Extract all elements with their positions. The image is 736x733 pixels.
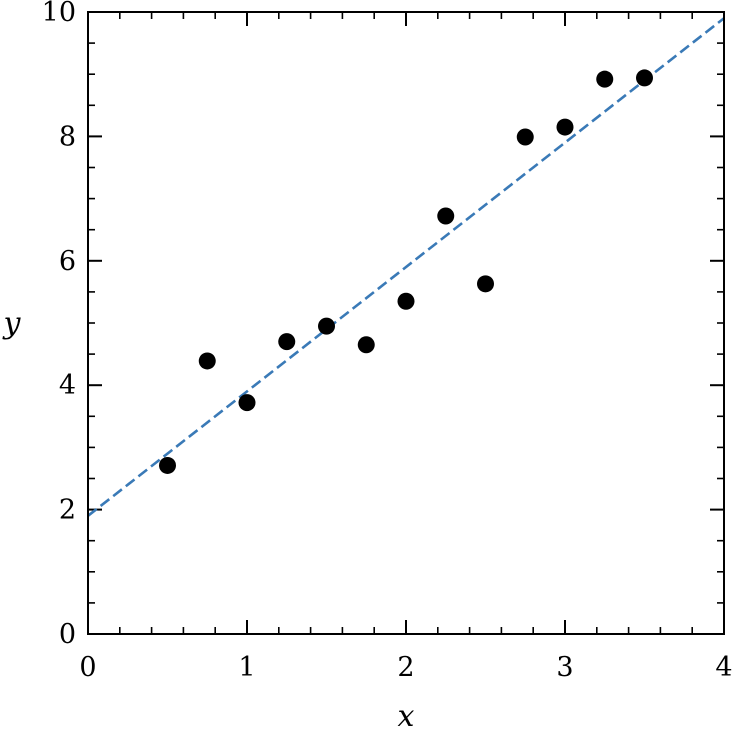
- data-point: [318, 317, 335, 335]
- data-point: [357, 336, 375, 354]
- data-point: [596, 70, 614, 88]
- data-point: [477, 275, 494, 293]
- data-point: [278, 333, 296, 351]
- y-tick-labels: 0 2 4 6 8 10: [42, 0, 76, 650]
- plot-frame: [87, 11, 725, 635]
- major-ticks: [87, 11, 725, 635]
- x-tick-labels: 0 1 2 3 4: [79, 652, 732, 683]
- data-point: [437, 207, 455, 225]
- y-tick-label: 4: [59, 370, 76, 401]
- y-tick-label: 0: [59, 619, 76, 650]
- x-tick-label: 3: [556, 652, 573, 683]
- fit-line-layer: [87, 17, 725, 517]
- fit-line: [87, 17, 725, 517]
- x-tick-label: 4: [715, 652, 732, 683]
- x-tick-label: 0: [79, 652, 96, 683]
- minor-ticks: [88, 12, 724, 634]
- data-point: [556, 118, 574, 136]
- y-axis-label: y: [2, 306, 22, 341]
- x-tick-label: 2: [397, 652, 414, 683]
- y-tick-label: 10: [42, 0, 76, 28]
- data-point: [198, 352, 216, 370]
- data-point: [238, 394, 256, 412]
- y-tick-label: 6: [59, 246, 76, 277]
- y-tick-label: 8: [59, 121, 76, 152]
- x-axis-label: x: [398, 699, 415, 733]
- data-point: [159, 456, 176, 474]
- data-point: [516, 128, 534, 146]
- data-point: [397, 292, 415, 310]
- data-points: [159, 69, 653, 474]
- x-tick-label: 1: [238, 652, 255, 683]
- y-tick-label: 2: [59, 495, 76, 526]
- data-point: [636, 69, 653, 87]
